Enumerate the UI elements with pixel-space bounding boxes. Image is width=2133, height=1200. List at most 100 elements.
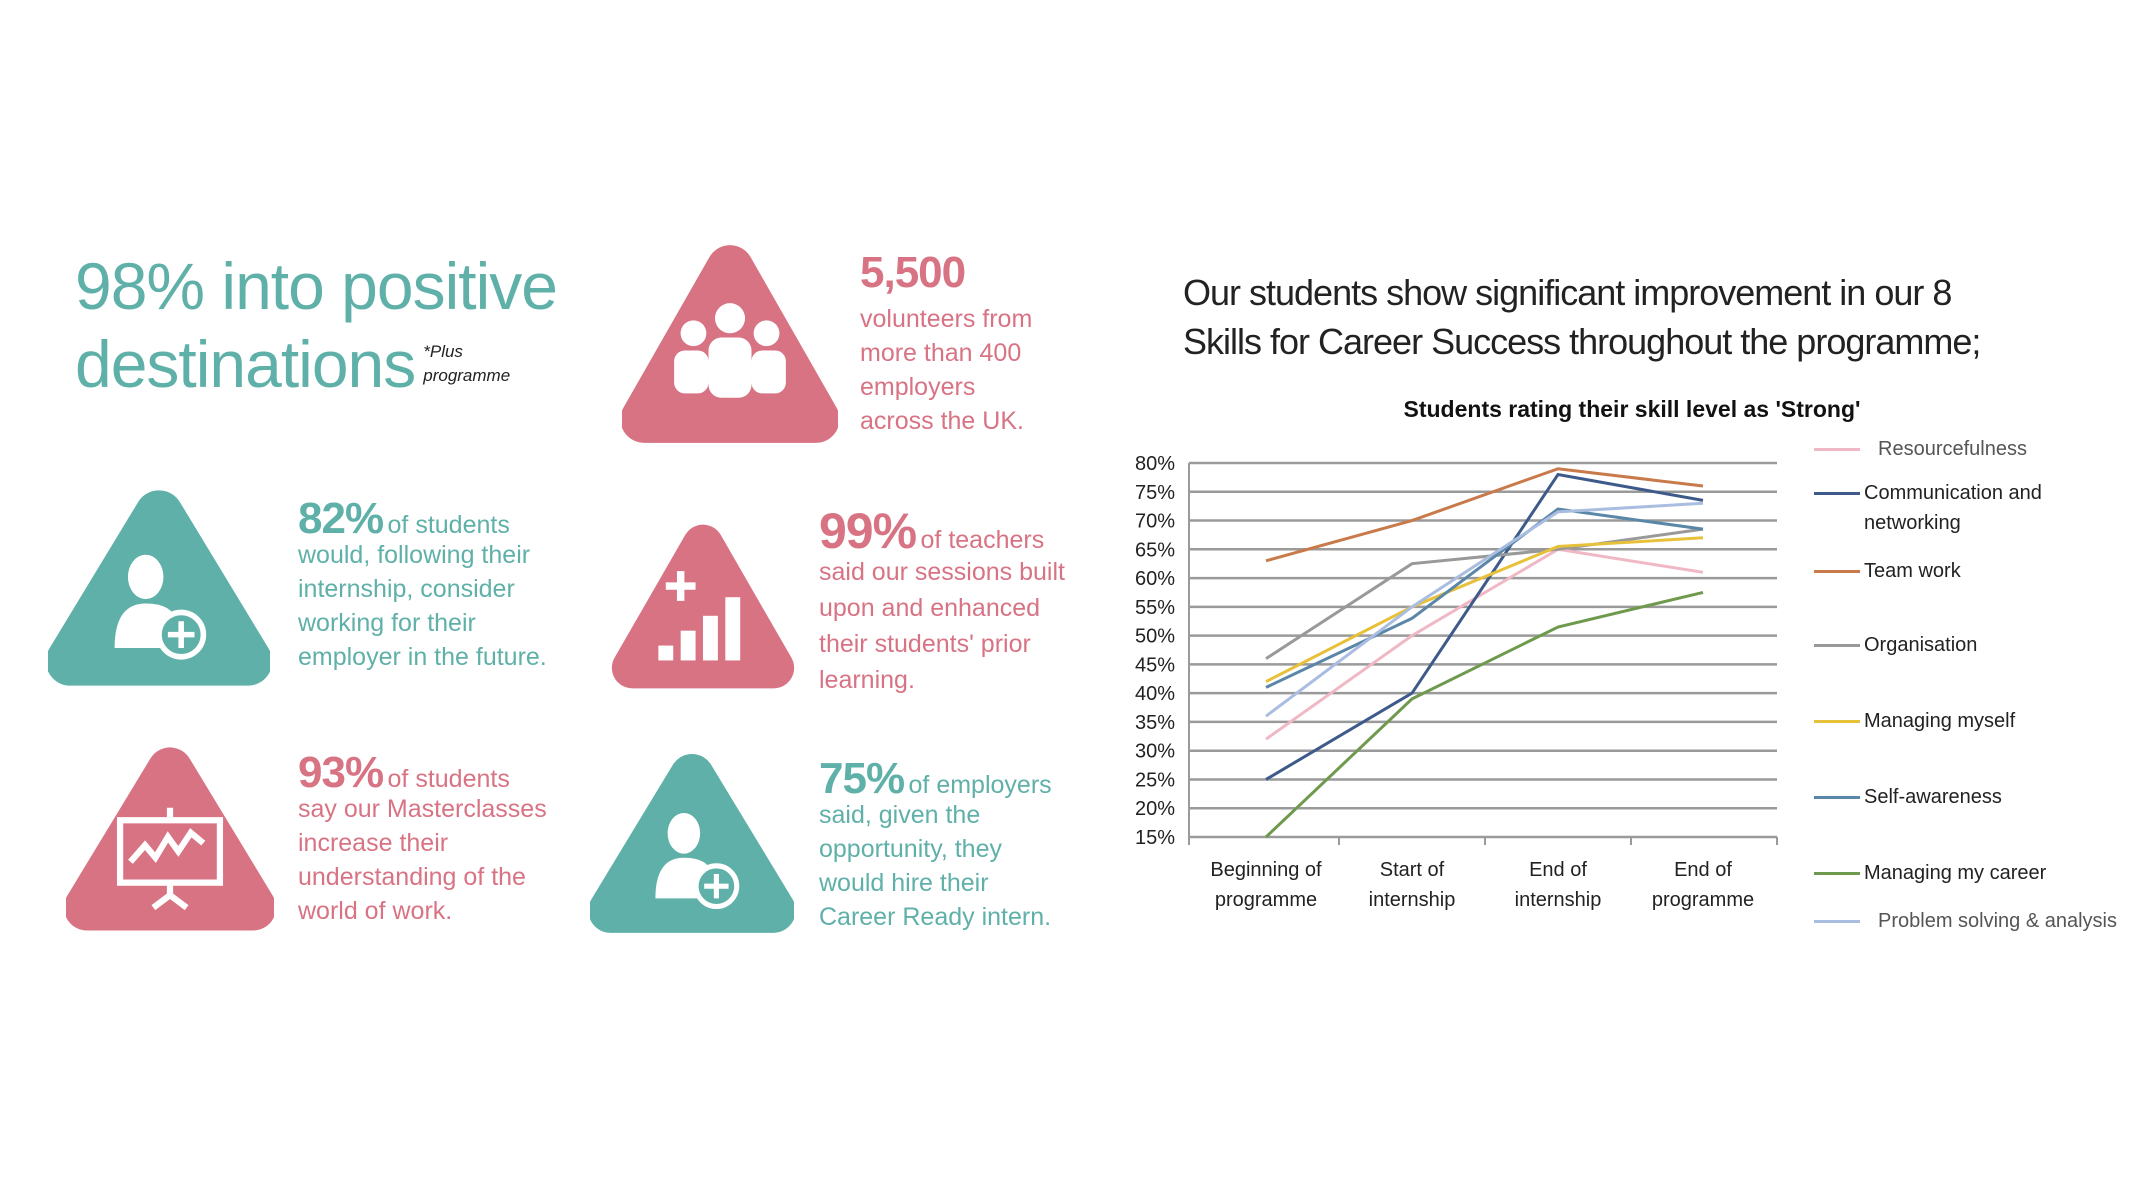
stat-line: learning. (819, 666, 915, 694)
legend-label: Self-awareness (1864, 786, 2002, 808)
legend-item: Self-awareness (1814, 782, 2002, 812)
legend-item: Managing myself (1814, 706, 2015, 736)
headline-line1: 98% into positive (75, 249, 558, 323)
legend-swatch (1814, 448, 1860, 451)
series-line-self-awareness (1265, 507, 1704, 689)
legend-item: Team work (1814, 556, 1961, 586)
right-heading: Our students show significant improvemen… (1183, 268, 1981, 366)
y-tick-label: 55% (1135, 597, 1175, 619)
stat-students-employer: 82% of students would, following their i… (298, 494, 547, 674)
series-line-resourcefulness (1265, 547, 1704, 741)
stat-line: would hire their (819, 869, 989, 897)
y-tick-label: 30% (1135, 741, 1175, 763)
series-line-team-work (1265, 467, 1704, 563)
stat-line: said, given the (819, 801, 981, 829)
stat-line: world of work. (298, 897, 453, 925)
legend-item: Communication and networking (1814, 478, 2074, 538)
y-tick-label: 50% (1135, 626, 1175, 648)
stat-tail: of employers (908, 771, 1052, 799)
stat-line: would, following their (298, 541, 531, 569)
legend-label: Problem solving & analysis (1878, 910, 2117, 932)
legend-label: Resourcefulness (1878, 438, 2027, 460)
y-tick-label: 70% (1135, 511, 1175, 533)
stat-body: volunteers from more than 400 employers … (860, 302, 1032, 438)
y-tick-label: 45% (1135, 654, 1175, 676)
bar-chart-plus-icon (611, 524, 795, 689)
legend-item: Organisation (1814, 630, 1977, 660)
headline-note: *Plus programme (423, 340, 510, 388)
y-tick-label: 20% (1135, 798, 1175, 820)
x-tick-label: Start of (1380, 859, 1445, 881)
legend-swatch (1814, 920, 1860, 923)
stat-tail: of students (387, 511, 510, 539)
legend-swatch (1814, 720, 1860, 723)
stat-line: working for their (298, 609, 476, 637)
stat-line: increase their (298, 829, 449, 857)
stat-line: Career Ready intern. (819, 903, 1052, 931)
y-tick-label: 40% (1135, 683, 1175, 705)
x-tick-label: internship (1369, 889, 1456, 911)
headline-note-1: *Plus (423, 342, 463, 361)
stat-line: across the UK. (860, 407, 1024, 435)
stat-masterclasses: 93% of students say our Masterclasses in… (298, 748, 547, 928)
user-add-icon (48, 490, 270, 686)
people-group-icon (622, 245, 838, 443)
stat-value: 75% (819, 754, 905, 803)
legend-label: Organisation (1864, 634, 1978, 656)
series-line-managing-myself (1265, 536, 1704, 683)
legend-swatch (1814, 492, 1860, 495)
user-add-icon (590, 754, 794, 933)
stat-line: understanding of the (298, 863, 526, 891)
stat-line: more than 400 (860, 339, 1022, 367)
legend-item: Managing my career (1814, 858, 2046, 888)
x-tick-label: End of (1674, 859, 1732, 881)
stat-volunteers: 5,500 volunteers from more than 400 empl… (860, 248, 1032, 438)
series-line-organisation (1265, 527, 1704, 660)
legend-label: Communication and networking (1864, 482, 2042, 534)
legend-label: Managing my career (1864, 862, 2047, 884)
series-line-managing-my-career (1264, 591, 1704, 839)
headline-note-2: programme (423, 366, 511, 385)
y-tick-label: 65% (1135, 539, 1175, 561)
stat-line: internship, consider (298, 575, 515, 603)
stat-line: their students' prior (819, 630, 1031, 658)
series-line-communication-and-networking (1265, 472, 1704, 781)
x-tick-label: programme (1652, 889, 1754, 911)
x-tick-label: internship (1515, 889, 1602, 911)
series-line-problem-solving-analysis (1265, 501, 1704, 718)
legend-swatch (1814, 644, 1860, 647)
y-tick-label: 80% (1135, 453, 1175, 475)
right-heading-line1: Our students show significant improvemen… (1183, 272, 1952, 313)
y-tick-label: 60% (1135, 568, 1175, 590)
legend-swatch (1814, 570, 1860, 573)
stat-line: volunteers from (860, 305, 1033, 333)
headline-line2-row: destinations *Plus programme (75, 326, 510, 402)
stat-line: said our sessions built (819, 558, 1065, 586)
y-tick-label: 75% (1135, 482, 1175, 504)
legend-label: Team work (1864, 560, 1961, 582)
stat-tail: of students (387, 765, 510, 793)
right-heading-line2: Skills for Career Success throughout the… (1183, 321, 1981, 362)
stat-employers-hire: 75% of employers said, given the opportu… (819, 754, 1052, 934)
stat-value: 99% (819, 503, 917, 559)
x-tick-label: Beginning of (1210, 859, 1322, 881)
stat-value: 5,500 (860, 248, 966, 297)
legend-swatch (1814, 872, 1860, 875)
stat-line: employers (860, 373, 976, 401)
legend-swatch (1814, 796, 1860, 799)
stat-line: say our Masterclasses (298, 795, 547, 823)
stat-tail: of teachers (920, 526, 1045, 554)
y-tick-label: 15% (1135, 827, 1175, 849)
stat-line: upon and enhanced (819, 594, 1041, 622)
y-tick-label: 25% (1135, 769, 1175, 791)
stat-teachers: 99% of teachers said our sessions built … (819, 502, 1065, 698)
stat-line: employer in the future. (298, 643, 547, 671)
stat-value: 82% (298, 494, 384, 543)
y-tick-label: 35% (1135, 712, 1175, 734)
x-tick-label: End of (1529, 859, 1587, 881)
stat-line: opportunity, they (819, 835, 1002, 863)
presentation-board-icon (66, 747, 274, 931)
chart-title: Students rating their skill level as 'St… (1403, 396, 1861, 422)
legend-item: Resourcefulness (1814, 434, 2027, 464)
